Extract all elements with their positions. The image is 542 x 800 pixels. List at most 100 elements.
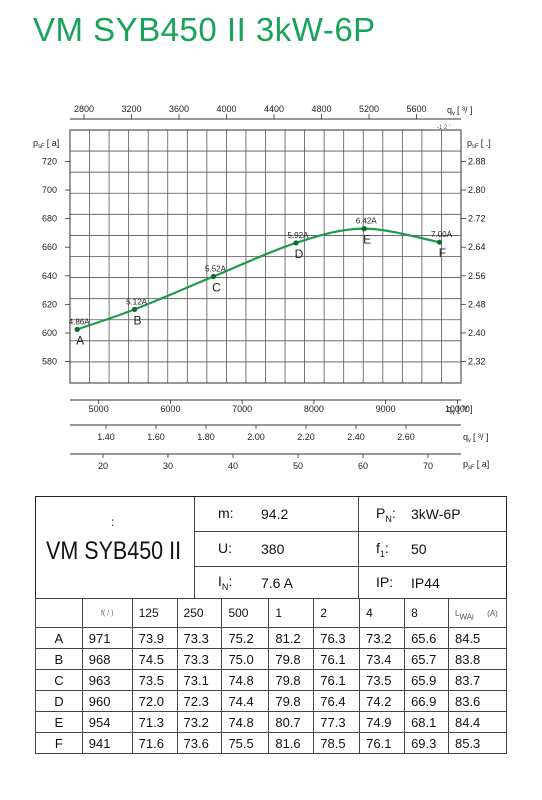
table-cell: 83.7 — [447, 669, 508, 691]
bottom-tick-label-2: 2.40 — [347, 432, 365, 442]
table-cell: 80.7 — [268, 711, 315, 733]
table-row: D 960 72.0 72.3 74.4 79.8 76.4 74.2 66.9 83.6 — [35, 690, 508, 712]
bottom-tick-label-2: 2.00 — [247, 432, 265, 442]
bottom-tick-label-3: 50 — [293, 461, 303, 471]
bottom-axis-3-label: psF[ a] — [463, 459, 489, 471]
header-empty — [35, 598, 83, 628]
bottom-tick-label-1: 9000 — [376, 404, 396, 414]
point-label: D — [295, 247, 304, 261]
bottom-axis-1-label: qv[ ³/ ] — [447, 404, 473, 416]
bottom-tick-label-2: 1.40 — [97, 432, 115, 442]
bottom-tick-label-3: 30 — [163, 461, 173, 471]
top-tick-label: 5600 — [406, 104, 426, 114]
table-cell: 83.8 — [447, 648, 508, 670]
model-name: VM SYB450 II — [46, 537, 182, 565]
bottom-tick-label-2: 1.60 — [147, 432, 165, 442]
table-cell: 74.5 — [131, 648, 178, 670]
table-cell: 74.8 — [221, 669, 270, 691]
table-cell: 954 — [81, 711, 133, 733]
table-cell: 84.5 — [447, 627, 508, 649]
current-label: 5.52A — [205, 265, 227, 274]
power-label: PN: — [376, 505, 396, 524]
header-band: 8 — [404, 598, 449, 628]
table-cell: 76.1 — [313, 669, 361, 691]
operating-point — [436, 239, 443, 245]
top-tick-label: 3200 — [121, 104, 141, 114]
noise-table-header: f( / ) 125 250 500 1 2 4 8 LWAi (A) — [35, 598, 508, 628]
spec-box: : VM SYB450 II m: 94.2 U: 380 IN: 7.6 A … — [35, 496, 507, 599]
table-row: E 954 71.3 73.2 74.8 80.7 77.3 74.9 68.1 84.4 — [35, 711, 508, 733]
current-label: 5.92A — [288, 231, 310, 240]
top-tick-label: 5200 — [359, 104, 379, 114]
top-tick-label: 4800 — [311, 104, 331, 114]
header-band: 500 — [221, 598, 270, 628]
current-label: 5.12A — [126, 297, 148, 306]
ip-label: IP: — [376, 574, 394, 590]
point-label: A — [76, 333, 84, 347]
operating-point — [293, 240, 299, 246]
table-cell: 81.2 — [268, 627, 315, 649]
operating-point — [361, 226, 367, 232]
bottom-tick-label-1: 10000 — [445, 404, 470, 414]
table-cell: 75.2 — [221, 627, 270, 649]
bottom-tick-label-1: 8000 — [304, 404, 324, 414]
operating-point — [210, 273, 217, 280]
divider — [358, 497, 359, 598]
row-label: A — [35, 627, 83, 649]
table-cell: 69.3 — [404, 732, 449, 754]
table-cell: 83.6 — [447, 690, 508, 712]
top-tick-label: 3600 — [169, 104, 189, 114]
table-cell: 76.1 — [313, 648, 361, 670]
table-cell: 71.6 — [131, 732, 178, 754]
table-cell: 68.1 — [404, 711, 449, 733]
voltage-value: 380 — [261, 541, 285, 557]
header-band: 4 — [359, 598, 406, 628]
row-label: C — [35, 669, 83, 691]
y2-tick-label: 2.56 — [468, 271, 486, 281]
table-cell: 66.9 — [404, 690, 449, 712]
table-cell: 78.5 — [313, 732, 361, 754]
table-cell: 75.5 — [221, 732, 270, 754]
row-label: F — [35, 732, 83, 754]
current-label: 6.42A — [356, 217, 378, 226]
y-tick-label: 580 — [42, 357, 57, 367]
table-cell: 963 — [81, 669, 133, 691]
table-row: B 968 74.5 73.3 75.0 79.8 76.1 73.4 65.7 83.8 — [35, 648, 508, 670]
table-cell: 73.4 — [359, 648, 406, 670]
y-tick-label: 620 — [42, 299, 57, 309]
bottom-axis-2-label: qv[ ³/ ] — [463, 432, 489, 444]
y2-axis-label: psF[ .] — [467, 138, 491, 150]
table-cell: 71.3 — [131, 711, 178, 733]
y-tick-label: 700 — [42, 185, 57, 195]
point-label: F — [439, 246, 446, 260]
top-axis-extra: -1 2 ' — [437, 125, 450, 131]
table-cell: 73.1 — [176, 669, 223, 691]
table-cell: 73.5 — [131, 669, 178, 691]
table-cell: 81.6 — [268, 732, 315, 754]
table-cell: 73.9 — [131, 627, 178, 649]
table-cell: 72.3 — [176, 690, 223, 712]
table-cell: 76.3 — [313, 627, 361, 649]
y-axis-label: psF[ a] — [33, 138, 59, 150]
table-row: A 971 73.9 73.3 75.2 81.2 76.3 73.2 65.6 84.5 — [35, 627, 508, 649]
bottom-tick-label-2: 2.20 — [297, 432, 315, 442]
y2-tick-label: 2.80 — [468, 185, 486, 195]
divider — [194, 497, 195, 598]
header-unit: f( / ) — [81, 598, 133, 628]
performance-curve — [76, 227, 440, 331]
table-cell: 75.0 — [221, 648, 270, 670]
mass-label: m: — [218, 505, 234, 521]
y-tick-label: 640 — [42, 271, 57, 281]
mass-value: 94.2 — [261, 506, 289, 522]
table-cell: 79.8 — [268, 690, 315, 712]
y-tick-label: 600 — [42, 328, 57, 338]
table-row: C 963 73.5 73.1 74.8 79.8 76.1 73.5 65.9 83.7 — [35, 669, 508, 691]
frequency-value: 50 — [411, 541, 427, 557]
divider — [194, 531, 506, 532]
bottom-tick-label-3: 60 — [358, 461, 368, 471]
table-cell: 65.9 — [404, 669, 449, 691]
table-cell: 73.2 — [176, 711, 223, 733]
bottom-tick-label-2: 2.60 — [397, 432, 415, 442]
voltage-label: U: — [218, 540, 232, 556]
table-cell: 73.5 — [359, 669, 406, 691]
